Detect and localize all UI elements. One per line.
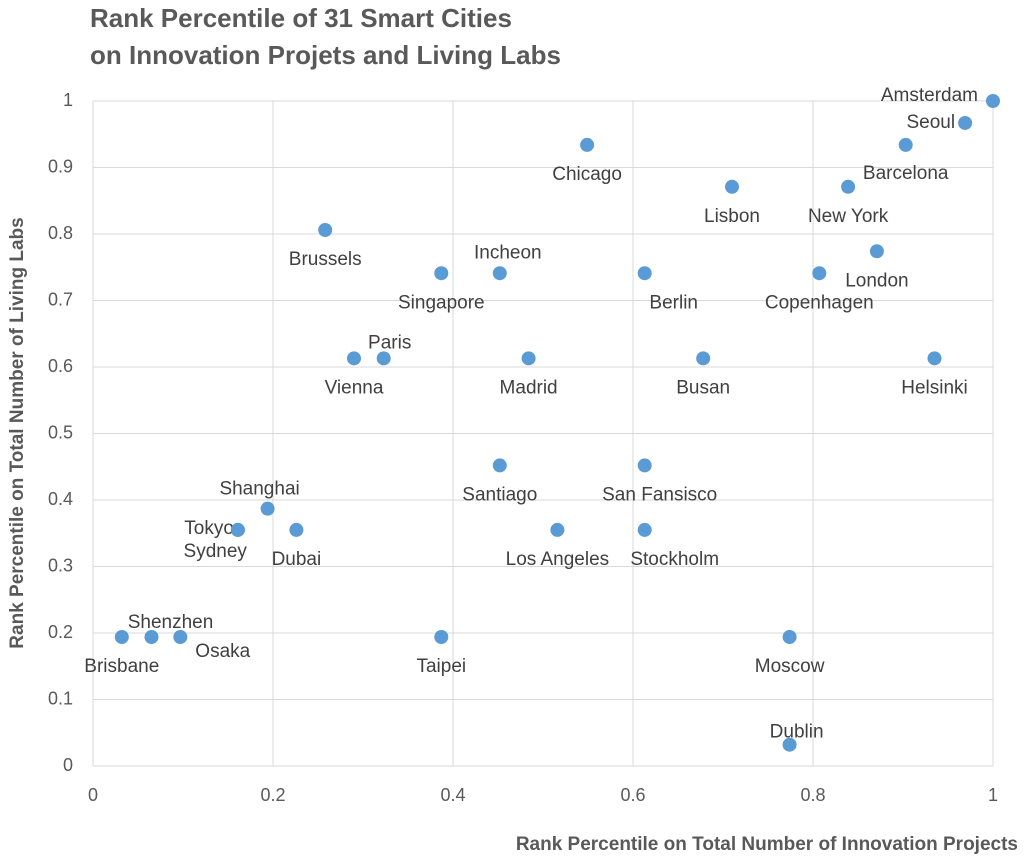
point-label: Copenhagen xyxy=(765,292,874,313)
point xyxy=(869,244,884,259)
point-label: Dublin xyxy=(770,722,824,743)
point-label: Busan xyxy=(676,377,730,398)
point xyxy=(986,94,1000,108)
x-tick-label: 0 xyxy=(88,785,98,805)
point-label: Shanghai xyxy=(219,479,299,500)
point xyxy=(841,179,856,194)
point xyxy=(347,351,361,366)
point-label: Taipei xyxy=(416,656,466,677)
point xyxy=(637,458,652,473)
point xyxy=(492,266,507,281)
point-label: Vienna xyxy=(325,377,384,398)
point xyxy=(696,351,711,366)
point-label: Incheon xyxy=(474,242,542,263)
y-tick-label: 0.8 xyxy=(48,223,73,243)
point-label: Los Angeles xyxy=(506,549,610,570)
point xyxy=(725,179,739,194)
point-label: Brisbane xyxy=(84,656,159,677)
y-tick-label: 0.4 xyxy=(48,489,73,509)
y-tick-label: 0.2 xyxy=(48,622,73,642)
point xyxy=(521,351,536,366)
point xyxy=(550,522,565,537)
x-tick-label: 0.4 xyxy=(440,785,465,805)
point-label: London xyxy=(845,270,908,291)
y-tick-label: 0.9 xyxy=(48,156,73,176)
point xyxy=(289,522,304,537)
point xyxy=(782,629,797,644)
y-tick-label: 0.7 xyxy=(48,289,73,309)
chart-title: on Innovation Projets and Living Labs xyxy=(90,40,561,70)
point xyxy=(958,115,973,130)
point-label: Tokyo xyxy=(184,518,234,539)
y-tick-label: 0.3 xyxy=(48,555,73,575)
point xyxy=(637,266,652,281)
y-tick-label: 0 xyxy=(63,755,73,775)
point-label: Sydney xyxy=(184,541,248,562)
point xyxy=(927,351,942,366)
point-label: Singapore xyxy=(398,292,485,313)
y-tick-label: 1 xyxy=(63,90,73,110)
y-tick-label: 0.1 xyxy=(48,688,73,708)
point xyxy=(637,522,652,537)
point xyxy=(492,458,507,473)
point-label: Seoul xyxy=(906,112,955,133)
point xyxy=(782,737,797,752)
x-tick-label: 0.6 xyxy=(620,785,645,805)
point-label: Paris xyxy=(368,332,411,353)
point xyxy=(898,137,913,152)
point xyxy=(434,266,449,281)
point-label: Berlin xyxy=(649,292,698,313)
x-axis-title: Rank Percentile on Total Number of Innov… xyxy=(516,834,1018,855)
point-label: Madrid xyxy=(500,377,558,398)
point-label: Amsterdam xyxy=(881,85,978,106)
x-tick-label: 0.2 xyxy=(260,785,285,805)
point-label: Shenzhen xyxy=(128,612,214,633)
point-label: Dubai xyxy=(272,549,322,570)
point xyxy=(230,522,245,537)
chart-title: Rank Percentile of 31 Smart Cities xyxy=(90,3,512,33)
point xyxy=(376,351,391,366)
point-label: Moscow xyxy=(755,656,825,677)
point xyxy=(260,501,275,516)
point xyxy=(812,266,827,281)
point xyxy=(580,137,595,152)
y-axis-title: Rank Percentile on Total Number of Livin… xyxy=(7,217,28,648)
point-label: New York xyxy=(808,206,889,227)
point xyxy=(173,629,188,644)
point xyxy=(434,629,449,644)
point-label: Chicago xyxy=(552,164,622,185)
point-label: Helsinki xyxy=(901,377,968,398)
point-label: Santiago xyxy=(462,484,537,505)
point-label: Stockholm xyxy=(630,549,719,570)
point-label: Brussels xyxy=(289,249,362,270)
x-tick-label: 1 xyxy=(988,785,998,805)
point-label: Osaka xyxy=(195,641,250,662)
point-label: Lisbon xyxy=(704,206,760,227)
y-tick-label: 0.5 xyxy=(48,422,73,442)
point-label: San Fansisco xyxy=(602,484,717,505)
point xyxy=(114,629,129,644)
point-label: Barcelona xyxy=(863,163,949,184)
point xyxy=(318,223,333,238)
x-tick-label: 0.8 xyxy=(800,785,825,805)
y-tick-label: 0.6 xyxy=(48,356,73,376)
point xyxy=(144,629,159,644)
